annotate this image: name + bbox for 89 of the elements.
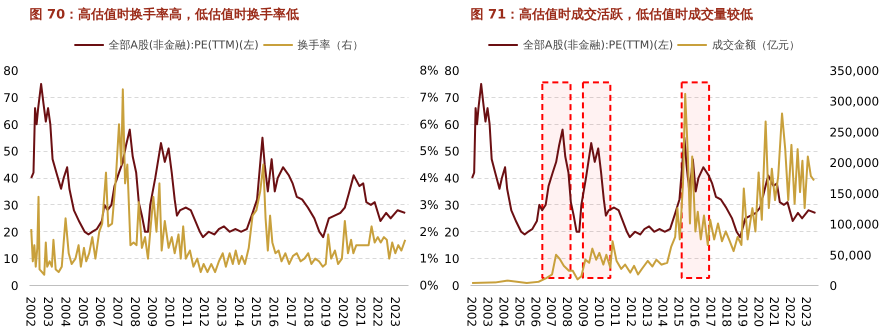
x-tick-label: 2003 — [480, 296, 495, 328]
x-tick-label: 2007 — [110, 296, 124, 328]
y2-tick-label: 2% — [420, 224, 439, 239]
x-tick-label: 2016 — [266, 296, 281, 328]
y2-tick-label: 3% — [420, 198, 439, 212]
y-tick-label: 50 — [444, 144, 460, 159]
x-tick-label: 2013 — [640, 296, 654, 328]
x-tick-label: 2017 — [284, 296, 298, 328]
x-tick-label: 2012 — [624, 296, 638, 328]
y2-tick-label: 5% — [420, 144, 439, 158]
y2-tick-label: 150,000 — [830, 186, 880, 201]
legend-label: 换手率（右） — [298, 37, 364, 52]
line-series — [30, 88, 406, 276]
y2-tick-label: 300,000 — [830, 94, 880, 109]
x-tick-label: 2004 — [58, 296, 72, 328]
chart-title: 图 71：高估值时成交活跃，低估值时成交量较低 — [470, 6, 754, 22]
y2-tick-label: 7% — [420, 90, 439, 104]
x-tick-label: 2021 — [767, 296, 782, 328]
x-tick-label: 2015 — [249, 296, 264, 328]
x-tick-label: 2011 — [608, 296, 622, 328]
y-tick-label: 70 — [3, 90, 19, 105]
x-tick-label: 2012 — [197, 296, 212, 328]
x-tick-label: 2010 — [592, 296, 606, 328]
x-tick-label: 2019 — [318, 296, 333, 328]
x-tick-label: 2015 — [672, 296, 686, 328]
legend-label: 全部A股(非金融):PE(TTM)(左) — [108, 37, 259, 52]
y-tick-label: 10 — [3, 252, 19, 266]
y-tick-label: 80 — [444, 64, 460, 78]
y-tick-label: 50 — [3, 144, 19, 159]
x-tick-label: 2014 — [656, 296, 670, 328]
x-tick-label: 2023 — [388, 296, 402, 328]
x-tick-label: 2016 — [688, 296, 702, 328]
y2-tick-label: 50,000 — [830, 248, 872, 262]
x-tick-label: 2007 — [544, 296, 558, 328]
y-tick-label: 20 — [444, 225, 460, 240]
x-tick-label: 2018 — [301, 296, 316, 328]
y2-tick-label: 1% — [420, 252, 439, 266]
y2-tick-label: 0 — [830, 279, 838, 293]
x-tick-label: 2002 — [24, 296, 38, 328]
y2-tick-label: 350,000 — [830, 64, 880, 78]
y2-tick-label: 8% — [420, 64, 439, 78]
y2-tick-label: 4% — [420, 171, 439, 185]
x-tick-label: 2010 — [162, 296, 176, 328]
y-tick-label: 60 — [3, 118, 19, 132]
line-series — [471, 92, 816, 284]
x-tick-label: 2014 — [232, 296, 246, 328]
line-series — [471, 82, 816, 238]
x-tick-label: 2005 — [76, 296, 90, 328]
x-tick-label: 2005 — [512, 296, 526, 328]
x-tick-label: 2009 — [576, 296, 590, 328]
y2-tick-label: 200,000 — [830, 156, 880, 170]
y2-tick-label: 250,000 — [830, 125, 880, 140]
x-tick-label: 2022 — [370, 296, 385, 328]
x-tick-label: 2009 — [145, 296, 160, 328]
y-tick-label: 10 — [444, 252, 460, 266]
x-tick-label: 2023 — [799, 296, 814, 328]
x-tick-label: 2020 — [336, 296, 350, 328]
x-tick-label: 2019 — [735, 296, 750, 328]
y-tick-label: 40 — [444, 172, 460, 186]
x-tick-label: 2020 — [751, 296, 766, 328]
legend-label: 全部A股(非金融):PE(TTM)(左) — [522, 37, 674, 52]
x-tick-label: 2008 — [560, 296, 574, 328]
y-tick-label: 40 — [3, 172, 19, 186]
y2-tick-label: 100,000 — [830, 218, 880, 232]
chart-title: 图 70：高估值时换手率高，低估值时换手率低 — [30, 6, 300, 22]
y-tick-label: 30 — [444, 198, 460, 212]
y-tick-label: 70 — [444, 90, 460, 105]
y-tick-label: 0 — [452, 279, 460, 293]
x-tick-label: 2018 — [719, 296, 734, 328]
x-tick-label: 2022 — [783, 296, 798, 328]
x-tick-label: 2002 — [464, 296, 479, 328]
x-tick-label: 2011 — [180, 296, 194, 328]
y-tick-label: 80 — [3, 64, 19, 78]
x-tick-label: 2003 — [41, 296, 56, 328]
x-tick-label: 2004 — [496, 296, 510, 328]
y-tick-label: 60 — [444, 118, 460, 132]
y-tick-label: 20 — [3, 225, 19, 240]
x-tick-label: 2021 — [353, 296, 368, 328]
legend-label: 成交金额（亿元） — [712, 37, 800, 52]
y-tick-label: 0 — [10, 279, 19, 293]
x-tick-label: 2006 — [93, 296, 108, 328]
x-tick-label: 2008 — [128, 296, 142, 328]
y2-tick-label: 6% — [420, 117, 439, 132]
line-series — [30, 82, 406, 238]
x-tick-label: 2006 — [528, 296, 542, 328]
y-tick-label: 30 — [3, 198, 19, 212]
x-tick-label: 2017 — [703, 296, 718, 328]
x-tick-label: 2013 — [214, 296, 229, 328]
y2-tick-label: 0% — [420, 278, 439, 292]
